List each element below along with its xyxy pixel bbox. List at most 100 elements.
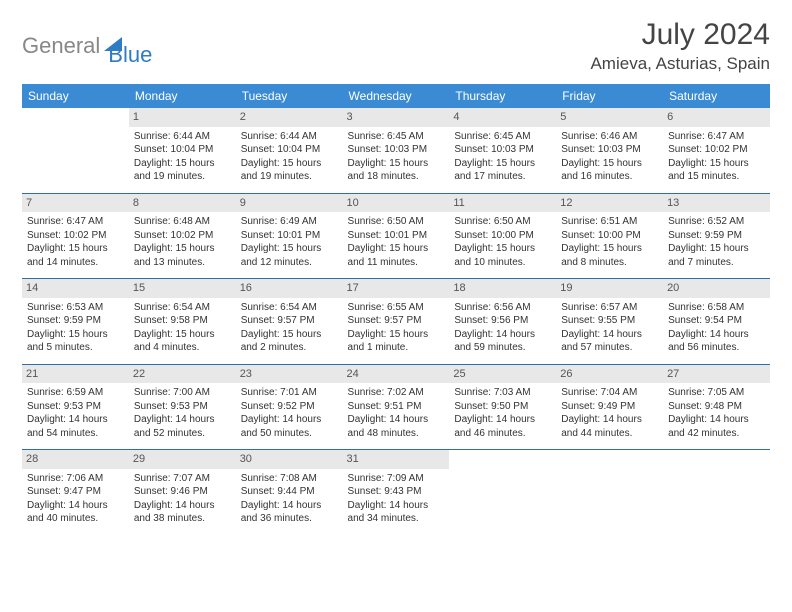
calendar-cell: 17Sunrise: 6:55 AMSunset: 9:57 PMDayligh…	[343, 279, 450, 364]
sunrise-text: Sunrise: 6:50 AM	[348, 215, 445, 229]
sunrise-text: Sunrise: 7:07 AM	[134, 472, 231, 486]
day-number: 1	[129, 108, 236, 127]
daylight-text: Daylight: 15 hours	[27, 242, 124, 256]
daylight-text: Daylight: 15 hours	[454, 242, 551, 256]
daylight-text: and 59 minutes.	[454, 341, 551, 355]
day-number: 10	[343, 194, 450, 213]
day-number: 9	[236, 194, 343, 213]
calendar-cell: 10Sunrise: 6:50 AMSunset: 10:01 PMDaylig…	[343, 194, 450, 279]
daylight-text: and 46 minutes.	[454, 427, 551, 441]
calendar-cell: 11Sunrise: 6:50 AMSunset: 10:00 PMDaylig…	[449, 194, 556, 279]
daylight-text: Daylight: 15 hours	[241, 157, 338, 171]
daylight-text: and 56 minutes.	[668, 341, 765, 355]
calendar-week: 21Sunrise: 6:59 AMSunset: 9:53 PMDayligh…	[22, 365, 770, 450]
daylight-text: and 19 minutes.	[241, 170, 338, 184]
sunrise-text: Sunrise: 7:00 AM	[134, 386, 231, 400]
calendar-cell: 13 Sunrise: 6:52 AMSunset: 9:59 PMDayligh…	[663, 194, 770, 279]
daylight-text: and 13 minutes.	[134, 256, 231, 270]
calendar-week: 1Sunrise: 6:44 AMSunset: 10:04 PMDayligh…	[22, 108, 770, 193]
calendar-cell: 3Sunrise: 6:45 AMSunset: 10:03 PMDayligh…	[343, 108, 450, 193]
sunset-text: Sunset: 10:03 PM	[561, 143, 658, 157]
sunset-text: Sunset: 10:02 PM	[668, 143, 765, 157]
daylight-text: and 8 minutes.	[561, 256, 658, 270]
daylight-text: and 1 minute.	[348, 341, 445, 355]
calendar-cell: 16Sunrise: 6:54 AMSunset: 9:57 PMDayligh…	[236, 279, 343, 364]
daylight-text: and 18 minutes.	[348, 170, 445, 184]
calendar-cell: 19Sunrise: 6:57 AMSunset: 9:55 PMDayligh…	[556, 279, 663, 364]
calendar-cell: 28Sunrise: 7:06 AMSunset: 9:47 PMDayligh…	[22, 450, 129, 535]
sunset-text: Sunset: 9:58 PM	[134, 314, 231, 328]
day-number: 7	[22, 194, 129, 213]
daylight-text: and 42 minutes.	[668, 427, 765, 441]
daylight-text: Daylight: 14 hours	[27, 499, 124, 513]
calendar-cell: 8Sunrise: 6:48 AMSunset: 10:02 PMDayligh…	[129, 194, 236, 279]
daylight-text: Daylight: 15 hours	[241, 242, 338, 256]
sunrise-text: Sunrise: 6:52 AM	[668, 215, 765, 229]
calendar-cell: 4Sunrise: 6:45 AMSunset: 10:03 PMDayligh…	[449, 108, 556, 193]
daylight-text: Daylight: 14 hours	[668, 328, 765, 342]
sunrise-text: Sunrise: 6:46 AM	[561, 130, 658, 144]
daylight-text: and 5 minutes.	[27, 341, 124, 355]
daylight-text: and 7 minutes.	[668, 256, 765, 270]
calendar-cell: 14Sunrise: 6:53 AMSunset: 9:59 PMDayligh…	[22, 279, 129, 364]
sunset-text: Sunset: 9:56 PM	[454, 314, 551, 328]
day-number: 13	[663, 194, 770, 213]
sunset-text: Sunset: 10:01 PM	[348, 229, 445, 243]
sunset-text: Sunset: 9:53 PM	[134, 400, 231, 414]
daylight-text: and 14 minutes.	[27, 256, 124, 270]
sunset-text: Sunset: 9:57 PM	[241, 314, 338, 328]
daylight-text: Daylight: 15 hours	[668, 242, 765, 256]
sunrise-text: Sunrise: 7:01 AM	[241, 386, 338, 400]
daylight-text: Daylight: 15 hours	[134, 242, 231, 256]
daylight-text: Daylight: 14 hours	[134, 413, 231, 427]
sunrise-text: Sunrise: 6:54 AM	[241, 301, 338, 315]
daylight-text: Daylight: 14 hours	[27, 413, 124, 427]
day-header: Wednesday	[343, 84, 450, 108]
page-header: General Blue July 2024 Amieva, Asturias,…	[22, 18, 770, 74]
sunrise-text: Sunrise: 6:45 AM	[454, 130, 551, 144]
day-number: 30	[236, 450, 343, 469]
calendar-cell	[449, 450, 556, 535]
sunset-text: Sunset: 10:02 PM	[134, 229, 231, 243]
calendar-cell: 23Sunrise: 7:01 AMSunset: 9:52 PMDayligh…	[236, 365, 343, 450]
daylight-text: Daylight: 15 hours	[348, 328, 445, 342]
sunset-text: Sunset: 10:03 PM	[348, 143, 445, 157]
day-number: 25	[449, 365, 556, 384]
sunset-text: Sunset: 10:00 PM	[454, 229, 551, 243]
daylight-text: Daylight: 14 hours	[241, 499, 338, 513]
sunset-text: Sunset: 9:59 PM	[668, 229, 765, 243]
sunrise-text: Sunrise: 6:44 AM	[134, 130, 231, 144]
daylight-text: and 11 minutes.	[348, 256, 445, 270]
day-number: 24	[343, 365, 450, 384]
day-number: 26	[556, 365, 663, 384]
sunset-text: Sunset: 9:48 PM	[668, 400, 765, 414]
calendar-cell: 5Sunrise: 6:46 AMSunset: 10:03 PMDayligh…	[556, 108, 663, 193]
sunrise-text: Sunrise: 6:53 AM	[27, 301, 124, 315]
day-header: Tuesday	[236, 84, 343, 108]
calendar-cell: 31Sunrise: 7:09 AMSunset: 9:43 PMDayligh…	[343, 450, 450, 535]
daylight-text: Daylight: 15 hours	[134, 328, 231, 342]
daylight-text: Daylight: 15 hours	[454, 157, 551, 171]
calendar-head: SundayMondayTuesdayWednesdayThursdayFrid…	[22, 84, 770, 108]
sunrise-text: Sunrise: 6:51 AM	[561, 215, 658, 229]
daylight-text: Daylight: 14 hours	[454, 328, 551, 342]
calendar-cell: 7Sunrise: 6:47 AMSunset: 10:02 PMDayligh…	[22, 194, 129, 279]
location-subtitle: Amieva, Asturias, Spain	[590, 54, 770, 74]
sunrise-text: Sunrise: 7:06 AM	[27, 472, 124, 486]
daylight-text: and 4 minutes.	[134, 341, 231, 355]
sunset-text: Sunset: 9:59 PM	[27, 314, 124, 328]
calendar-cell: 26Sunrise: 7:04 AMSunset: 9:49 PMDayligh…	[556, 365, 663, 450]
day-header: Monday	[129, 84, 236, 108]
day-number: 11	[449, 194, 556, 213]
calendar-cell	[663, 450, 770, 535]
month-title: July 2024	[590, 18, 770, 52]
sunrise-text: Sunrise: 6:57 AM	[561, 301, 658, 315]
daylight-text: Daylight: 14 hours	[348, 499, 445, 513]
calendar-table: SundayMondayTuesdayWednesdayThursdayFrid…	[22, 84, 770, 535]
calendar-cell: 22Sunrise: 7:00 AMSunset: 9:53 PMDayligh…	[129, 365, 236, 450]
day-header: Thursday	[449, 84, 556, 108]
day-number: 19	[556, 279, 663, 298]
calendar-cell	[556, 450, 663, 535]
day-number: 3	[343, 108, 450, 127]
sunset-text: Sunset: 9:57 PM	[348, 314, 445, 328]
